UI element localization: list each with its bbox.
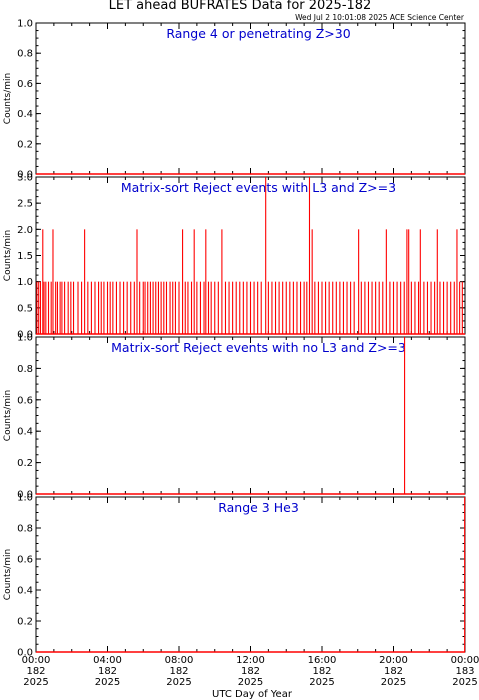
y-tick-label: 1.0 (17, 19, 33, 30)
x-tick-labels: 00:00182202504:00182202508:00182202512:0… (22, 655, 479, 688)
y-tick-label: 0.6 (17, 395, 33, 406)
panel-3: 0.0 0.2 0.4 0.6 0.8 1.0 Counts/min Matrix-sort … (3, 333, 466, 501)
panel-4: 0.0 0.2 0.4 0.6 0.8 1.0 Counts/min Range 3 He3 (3, 493, 466, 659)
y-tick-label: 0.2 (17, 617, 33, 628)
y-tick-label: 0.4 (17, 109, 33, 120)
plot-frame (35, 496, 466, 653)
y-tick-label: 0.2 (17, 458, 33, 469)
y-axis-label: Counts/min (3, 230, 13, 281)
x-tick-year: 2025 (309, 677, 334, 688)
x-tick-doy: 182 (384, 666, 403, 677)
panel-title: Matrix-sort Reject events with L3 and Z>… (121, 180, 396, 195)
panel-title: Matrix-sort Reject events with no L3 and… (111, 340, 406, 355)
y-tick-label: 0.8 (17, 524, 33, 535)
panel-title: Range 3 He3 (218, 500, 299, 515)
chart-title: LET ahead BUFRATES Data for 2025-182 (109, 0, 372, 13)
chart-subtitle: Wed Jul 2 10:01:08 2025 ACE Science Cent… (295, 13, 465, 22)
y-tick-label: 0.8 (17, 49, 33, 60)
y-tick-label: 0.2 (17, 139, 33, 150)
y-tick-label: 1.0 (17, 333, 33, 344)
x-tick-time: 12:00 (236, 655, 265, 666)
y-tick-label: 0.8 (17, 364, 33, 375)
plot-frame (35, 336, 466, 495)
y-axis-label: Counts/min (3, 73, 13, 124)
x-tick-year: 2025 (381, 677, 406, 688)
y-tick-label: 1.5 (17, 251, 33, 262)
x-tick-doy: 182 (26, 666, 45, 677)
y-tick-label: 0.6 (17, 79, 33, 90)
x-axis-label: UTC Day of Year (212, 689, 293, 700)
x-tick-year: 2025 (452, 677, 477, 688)
y-tick-label: 0.4 (17, 427, 33, 438)
x-tick-time: 00:00 (451, 655, 479, 666)
panel-1: 0.0 0.2 0.4 0.6 0.8 1.0 Counts/min Range 4 or p… (3, 19, 466, 181)
y-tick-label: 0.0 (17, 170, 33, 181)
x-tick-year: 2025 (23, 677, 48, 688)
y-tick-label: 2.5 (17, 199, 33, 210)
y-tick-label: 0.0 (17, 330, 33, 341)
y-tick-label: 1.0 (17, 493, 33, 504)
panel-title: Range 4 or penetrating Z>30 (166, 26, 350, 41)
y-axis-label: Counts/min (3, 549, 13, 600)
panels-group: 0.0 0.2 0.4 0.6 0.8 1.0 Counts/min Range 4 or p… (3, 19, 466, 659)
x-tick-doy: 183 (455, 666, 474, 677)
x-tick-year: 2025 (95, 677, 120, 688)
x-tick-time: 00:00 (22, 655, 51, 666)
x-tick-year: 2025 (166, 677, 191, 688)
x-tick-time: 16:00 (308, 655, 337, 666)
plot-frame (35, 22, 466, 175)
y-tick-label: 3.0 (17, 173, 33, 184)
panel-2: 0.0 0.5 1.0 1.5 2.0 2.5 3.0 Counts/min Matrix-so… (3, 173, 466, 341)
x-tick-time: 04:00 (93, 655, 122, 666)
y-axis-label: Counts/min (3, 390, 13, 441)
y-tick-label: 2.0 (17, 225, 33, 236)
x-tick-year: 2025 (238, 677, 263, 688)
x-tick-time: 08:00 (165, 655, 194, 666)
y-tick-label: 0.4 (17, 586, 33, 597)
y-tick-label: 1.0 (17, 277, 33, 288)
x-tick-doy: 182 (98, 666, 117, 677)
y-tick-label: 0.0 (17, 648, 33, 659)
y-tick-label: 0.5 (17, 303, 33, 314)
y-tick-label: 0.0 (17, 490, 33, 501)
x-tick-doy: 182 (169, 666, 188, 677)
x-tick-time: 20:00 (379, 655, 408, 666)
y-tick-label: 0.6 (17, 555, 33, 566)
x-tick-doy: 182 (312, 666, 331, 677)
x-tick-doy: 182 (241, 666, 260, 677)
